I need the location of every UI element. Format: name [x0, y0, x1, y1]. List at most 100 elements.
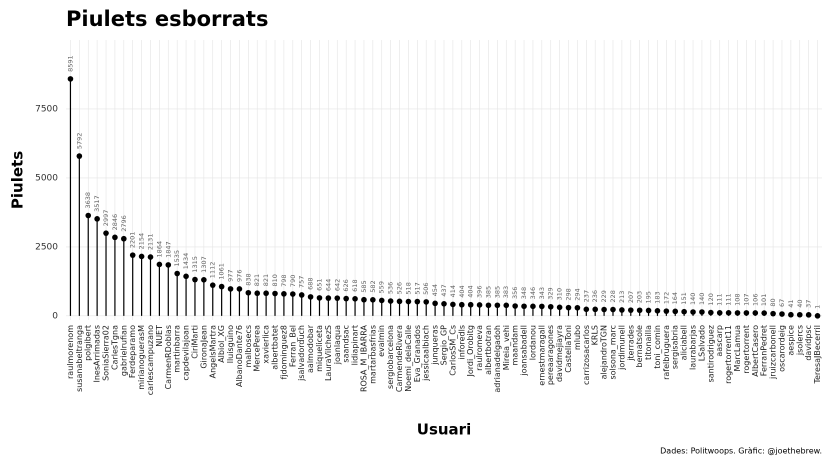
dot — [352, 296, 358, 302]
value-label: 140 — [689, 293, 697, 305]
x-tick-label: MercePerea — [253, 325, 262, 372]
dot — [183, 273, 189, 280]
dot — [610, 306, 616, 313]
value-label: 757 — [298, 276, 306, 288]
dot — [805, 312, 812, 318]
dot — [307, 294, 314, 300]
value-label: 120 — [707, 293, 715, 305]
value-label: 585 — [360, 280, 368, 292]
x-axis-title: Usuari — [417, 421, 471, 439]
x-tick-label: polgibert — [84, 325, 93, 361]
value-label: 356 — [511, 287, 519, 299]
value-label: 2154 — [138, 233, 146, 250]
dot — [414, 298, 421, 305]
value-label: 195 — [645, 291, 653, 303]
x-tick-label: lidiapinart — [351, 325, 360, 365]
value-label: 821 — [262, 274, 270, 286]
value-label: 1112 — [209, 262, 217, 279]
x-tick-label: alejandroTGN — [600, 325, 609, 379]
dot — [156, 261, 163, 268]
x-tick-label: lluisguino — [226, 325, 235, 363]
value-label: 2846 — [111, 214, 119, 231]
dot — [779, 311, 785, 317]
x-tick-label: MarcLamua — [733, 325, 742, 372]
x-tick-label: jordimunell — [617, 325, 626, 371]
x-tick-label: KRLS — [591, 325, 600, 345]
value-label: 329 — [547, 287, 555, 299]
dot — [432, 300, 438, 307]
dot — [627, 307, 634, 313]
value-label: 2997 — [102, 210, 110, 227]
x-tick-label: aespice — [786, 325, 795, 356]
x-tick-label: jterrades — [626, 325, 635, 362]
x-tick-label: Sergio_GP — [440, 325, 449, 366]
value-label: 651 — [315, 278, 323, 290]
value-label: 5792 — [75, 133, 83, 150]
x-tick-label: CiriMarti — [190, 325, 199, 359]
dot — [547, 303, 554, 310]
dot — [530, 303, 536, 310]
dot — [743, 310, 750, 316]
caption: Dades: Politwoops. Gràfic: @joethebrew. — [660, 447, 822, 456]
dot — [761, 310, 767, 316]
x-tick-label: jruizcarbonell — [769, 325, 778, 380]
dot — [556, 304, 563, 311]
x-tick-label: SoniaSierra02 — [102, 325, 111, 381]
dot — [672, 308, 679, 315]
chart-title: Piulets esborrats — [66, 7, 268, 31]
dot — [94, 216, 100, 222]
dot — [770, 310, 776, 317]
x-tick-label: AlbanoDante76 — [235, 325, 244, 387]
dot — [67, 76, 74, 82]
dot — [201, 277, 207, 283]
dot — [236, 286, 243, 292]
x-tick-label: titonailla — [644, 325, 653, 360]
dot — [601, 306, 607, 313]
value-label: 1315 — [191, 256, 199, 273]
value-label: 229 — [600, 290, 608, 302]
value-label: 976 — [235, 270, 243, 282]
value-label: 644 — [324, 279, 332, 291]
dot — [165, 262, 172, 268]
dot — [254, 290, 261, 297]
x-tick-label: evalmin — [377, 325, 386, 357]
dot — [334, 295, 341, 301]
value-label: 404 — [467, 285, 475, 297]
value-label: 618 — [351, 279, 359, 291]
dot — [521, 303, 527, 310]
dot — [281, 291, 287, 297]
value-label: 559 — [378, 281, 386, 293]
dot — [716, 310, 723, 316]
x-tick-label: saandsac — [342, 325, 351, 363]
value-label: 107 — [742, 293, 750, 305]
dot — [298, 292, 305, 298]
dot — [103, 230, 109, 236]
x-tick-label: inforedls — [457, 325, 466, 360]
value-label: 164 — [671, 292, 679, 304]
x-tick-label: pereaaragones — [546, 325, 555, 385]
dot — [192, 276, 198, 283]
dot — [138, 253, 145, 260]
x-tick-label: LSalvado — [697, 325, 706, 361]
dot — [796, 311, 803, 318]
dot — [361, 296, 367, 303]
dot — [458, 301, 465, 308]
dot — [209, 282, 216, 288]
x-tick-label: santirodriguez — [706, 325, 715, 382]
value-label: 1 — [814, 305, 822, 309]
x-tick-label: laurabarjas — [689, 325, 698, 370]
value-label: 207 — [627, 291, 635, 303]
x-tick-label: raulromeva — [475, 325, 484, 371]
value-label: 385 — [484, 286, 492, 298]
x-tick-label: albertbatet — [271, 325, 280, 370]
value-label: 688 — [307, 277, 315, 289]
x-tick-label: albertbotran — [484, 325, 493, 375]
value-label: 518 — [404, 282, 412, 294]
dot — [121, 235, 127, 242]
x-tick-label: Ferdeparamo — [128, 325, 137, 378]
x-tick-label: junqueras — [431, 325, 440, 366]
dot — [405, 298, 412, 305]
x-tick-label: Eva_Granados — [413, 325, 422, 382]
x-tick-label: capdevilajoan — [182, 325, 191, 381]
